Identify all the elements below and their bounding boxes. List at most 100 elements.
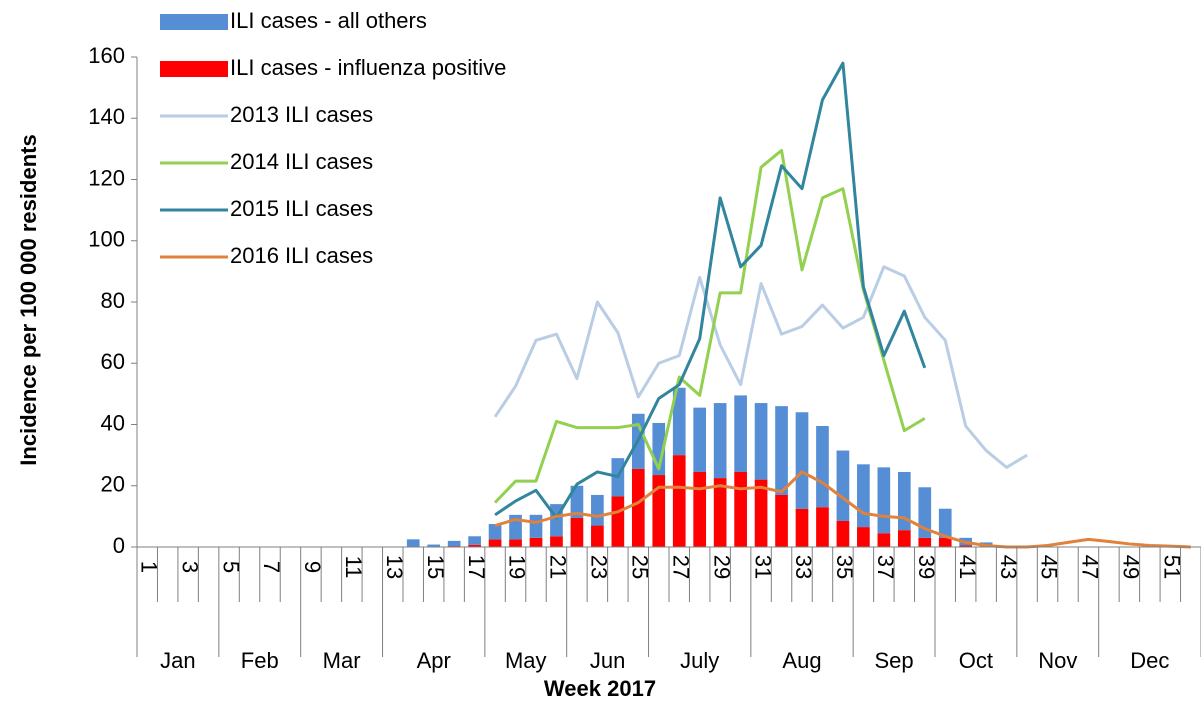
x-tick-label: 37 [873,555,898,579]
month-label: Nov [1038,648,1077,673]
x-tick-label: 19 [505,555,530,579]
bar [550,536,563,547]
bar [468,544,481,547]
line [493,148,926,504]
bar [897,530,911,547]
legend-label: ILI cases - influenza positive [230,55,506,80]
month-label: Jun [590,648,625,673]
month-label: Apr [417,648,451,673]
y-tick-label: 100 [88,227,125,252]
bar [488,539,502,547]
bar [488,524,502,540]
line [494,470,1191,549]
x-tick-label: 45 [1037,555,1062,579]
legend-label: ILI cases - all others [230,8,427,33]
bar [591,494,604,526]
month-label: Oct [959,648,993,673]
x-tick-label: 5 [218,561,243,573]
bar [816,426,829,508]
x-tick-label: 35 [832,555,857,579]
y-tick-label: 120 [88,165,125,190]
bar [775,406,788,495]
legend-label: 2013 ILI cases [230,102,373,127]
month-label: Feb [241,648,279,673]
legend-label: 2014 ILI cases [230,149,373,174]
month-label: Mar [323,648,361,673]
x-tick-label: 27 [668,555,693,579]
month-label: July [680,648,719,673]
bar [734,471,747,547]
bar [857,527,870,547]
bar [734,395,747,472]
x-tick-label: 15 [423,555,448,579]
y-tick-label: 160 [88,43,125,68]
y-tick-label: 80 [101,288,125,313]
bar [713,478,727,547]
bar [570,517,584,547]
legend-swatch [160,61,228,77]
bar [877,467,891,534]
bar [795,412,809,509]
x-tick-label: 9 [300,561,325,573]
x-axis-title: Week 2017 [544,676,656,701]
month-label: Aug [782,648,821,673]
x-tick-label: 1 [136,561,161,573]
x-tick-label: 31 [750,555,775,579]
month-label: May [505,648,547,673]
month-label: Dec [1130,648,1169,673]
bar [795,508,809,547]
x-tick-label: 13 [382,555,407,579]
x-tick-label: 49 [1119,555,1144,579]
x-tick-label: 25 [627,555,652,579]
x-tick-label: 33 [791,555,816,579]
bar [529,537,543,547]
x-tick-label: 43 [996,555,1021,579]
bar [652,475,666,547]
x-tick-label: 23 [587,555,612,579]
bar [938,537,952,547]
bar [529,514,543,538]
x-tick-label: 11 [341,556,366,579]
line [494,61,927,520]
bar [406,539,420,547]
bar [570,485,584,518]
bar [509,539,522,547]
y-tick-label: 60 [101,349,125,374]
bar [816,507,829,547]
y-tick-label: 0 [113,533,125,558]
bar [754,403,768,480]
bar [938,508,952,538]
bar [754,479,768,547]
bar [672,455,686,547]
month-label: Jan [160,648,195,673]
bar [918,487,932,538]
y-tick-label: 20 [101,472,125,497]
line [493,265,1028,469]
legend-label: 2016 ILI cases [230,243,373,268]
x-tick-label: 51 [1159,555,1184,579]
bar [877,533,891,547]
x-tick-label: 39 [914,555,939,579]
bar [468,536,481,545]
x-tick-label: 21 [546,555,571,579]
bar [427,544,441,547]
bar [836,520,850,547]
x-tick-label: 3 [177,561,202,573]
x-tick-label: 17 [464,555,489,579]
bar [713,403,727,479]
legend-label: 2015 ILI cases [230,196,373,221]
x-tick-label: 41 [955,555,980,579]
bar [836,450,850,521]
x-tick-label: 7 [259,561,284,573]
bar [897,471,911,531]
bar [959,545,973,547]
y-tick-label: 140 [88,104,125,129]
month-label: Sep [874,648,913,673]
bar [775,494,788,547]
bar [918,537,932,547]
legend-swatch [160,14,228,30]
x-tick-label: 47 [1078,555,1103,579]
bar [693,407,707,472]
bar [631,468,645,547]
